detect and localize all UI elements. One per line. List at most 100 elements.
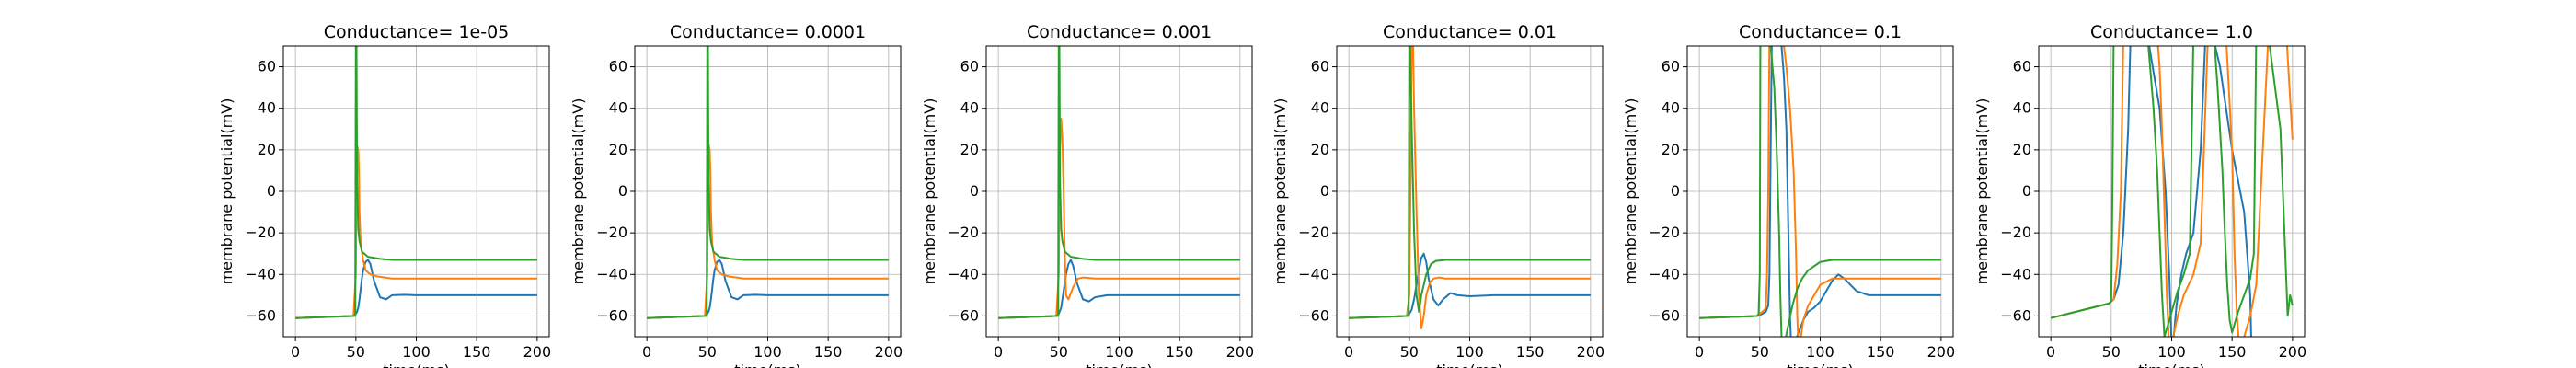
panel-title: Conductance= 0.1 — [1739, 22, 1902, 42]
x-axis-label: time(ms) — [734, 362, 801, 368]
x-tick-label: 150 — [1516, 343, 1545, 361]
x-tick-label: 50 — [698, 343, 717, 361]
panel-1: 0 50 100 150 200 −60 −40 −20 0 20 40 60 Conductance=… — [218, 22, 551, 368]
x-axis-label: time(ms) — [1436, 362, 1503, 368]
x-tick-label: 100 — [402, 343, 431, 361]
y-tick-label: 20 — [2013, 141, 2031, 158]
panel-3: 0 50 100 150 200 −60 −40 −20 0 20 40 60 Conductance=… — [921, 22, 1254, 368]
y-tick-label: −60 — [596, 306, 627, 324]
y-tick-label: 20 — [960, 141, 979, 158]
x-tick-label: 100 — [1105, 343, 1133, 361]
y-tick-label: 60 — [1662, 58, 1680, 75]
panel-title: Conductance= 1e-05 — [324, 22, 510, 42]
x-tick-label: 200 — [523, 343, 552, 361]
series-line-3 — [2050, 46, 2294, 337]
series-line-1 — [647, 259, 889, 319]
y-tick-label: −60 — [1298, 306, 1329, 324]
x-axis-label: time(ms) — [2138, 362, 2205, 368]
x-tick-label: 150 — [814, 343, 843, 361]
series-line-1 — [998, 259, 1240, 319]
y-tick-label: −40 — [948, 265, 979, 282]
panel-2: 0 50 100 150 200 −60 −40 −20 0 20 40 60 Conductance=… — [569, 22, 903, 368]
series-line-3 — [1349, 46, 1591, 319]
series-line-3 — [295, 46, 537, 319]
y-tick-label: 40 — [960, 99, 979, 117]
y-tick-label: −40 — [596, 265, 627, 282]
y-axis-label: membrane potential(mV) — [218, 98, 236, 285]
series-line-3 — [647, 46, 889, 319]
series-line-1 — [1349, 252, 1591, 319]
x-tick-label: 0 — [642, 343, 651, 361]
x-tick-label: 200 — [1577, 343, 1605, 361]
y-tick-label: −20 — [245, 224, 276, 241]
y-axis-label: membrane potential(mV) — [1973, 98, 1991, 285]
x-tick-label: 50 — [1751, 343, 1769, 361]
series-line-2 — [1699, 46, 1941, 337]
x-tick-label: 100 — [2157, 343, 2186, 361]
y-axis-label: membrane potential(mV) — [569, 98, 587, 285]
y-tick-label: 40 — [2013, 99, 2031, 117]
x-axis-label: time(ms) — [1787, 362, 1854, 368]
y-tick-label: −40 — [1298, 265, 1329, 282]
x-tick-label: 150 — [1166, 343, 1194, 361]
x-tick-label: 200 — [875, 343, 903, 361]
panel-title: Conductance= 0.01 — [1383, 22, 1557, 42]
y-tick-label: −40 — [2000, 265, 2031, 282]
series-line-3 — [998, 46, 1240, 319]
y-tick-label: 40 — [258, 99, 276, 117]
y-tick-label: 60 — [1311, 58, 1329, 75]
x-tick-label: 100 — [1806, 343, 1834, 361]
x-tick-label: 150 — [463, 343, 491, 361]
y-tick-label: 0 — [2022, 182, 2031, 200]
y-tick-label: 0 — [618, 182, 627, 200]
y-tick-label: −60 — [948, 306, 979, 324]
series-line-3 — [1699, 46, 1941, 337]
y-tick-label: 40 — [609, 99, 627, 117]
x-tick-label: 0 — [1344, 343, 1353, 361]
x-axis-label: time(ms) — [1086, 362, 1153, 368]
y-axis-label: membrane potential(mV) — [921, 98, 938, 285]
y-tick-label: 40 — [1662, 99, 1680, 117]
y-tick-label: 20 — [258, 141, 276, 158]
x-tick-label: 0 — [1695, 343, 1704, 361]
y-tick-label: 60 — [258, 58, 276, 75]
y-tick-label: −20 — [2000, 224, 2031, 241]
x-tick-label: 200 — [1226, 343, 1255, 361]
y-tick-label: 20 — [1311, 141, 1329, 158]
y-tick-label: 0 — [267, 182, 276, 200]
y-tick-label: 60 — [960, 58, 979, 75]
panel-4: 0 50 100 150 200 −60 −40 −20 0 20 40 60 Conductance=… — [1271, 22, 1604, 368]
x-tick-label: 0 — [2046, 343, 2055, 361]
y-tick-label: 20 — [1662, 141, 1680, 158]
y-tick-label: −40 — [1649, 265, 1680, 282]
x-tick-label: 50 — [2102, 343, 2121, 361]
series-line-2 — [998, 118, 1240, 319]
y-tick-label: 0 — [1671, 182, 1680, 200]
y-tick-label: 20 — [609, 141, 627, 158]
series-line-2 — [1349, 46, 1591, 329]
x-tick-label: 150 — [2218, 343, 2247, 361]
series-line-1 — [295, 259, 537, 319]
x-tick-label: 0 — [994, 343, 1003, 361]
y-tick-label: −20 — [948, 224, 979, 241]
y-tick-label: 60 — [609, 58, 627, 75]
y-tick-label: −20 — [596, 224, 627, 241]
x-tick-label: 100 — [1455, 343, 1484, 361]
y-tick-label: −40 — [245, 265, 276, 282]
y-tick-label: −20 — [1298, 224, 1329, 241]
y-tick-label: 0 — [970, 182, 979, 200]
x-tick-label: 200 — [1927, 343, 1956, 361]
panel-6: 0 50 100 150 200 −60 −40 −20 0 20 40 60 Conductance=… — [1973, 22, 2306, 368]
y-axis-label: membrane potential(mV) — [1271, 98, 1289, 285]
x-tick-label: 0 — [291, 343, 300, 361]
panel-title: Conductance= 1.0 — [2090, 22, 2253, 42]
panel-title: Conductance= 0.0001 — [670, 22, 866, 42]
x-tick-label: 150 — [1867, 343, 1895, 361]
y-tick-label: −60 — [245, 306, 276, 324]
y-axis-label: membrane potential(mV) — [1622, 98, 1639, 285]
x-tick-label: 50 — [1400, 343, 1419, 361]
y-tick-label: 40 — [1311, 99, 1329, 117]
panel-title: Conductance= 0.001 — [1027, 22, 1212, 42]
x-tick-label: 50 — [347, 343, 365, 361]
